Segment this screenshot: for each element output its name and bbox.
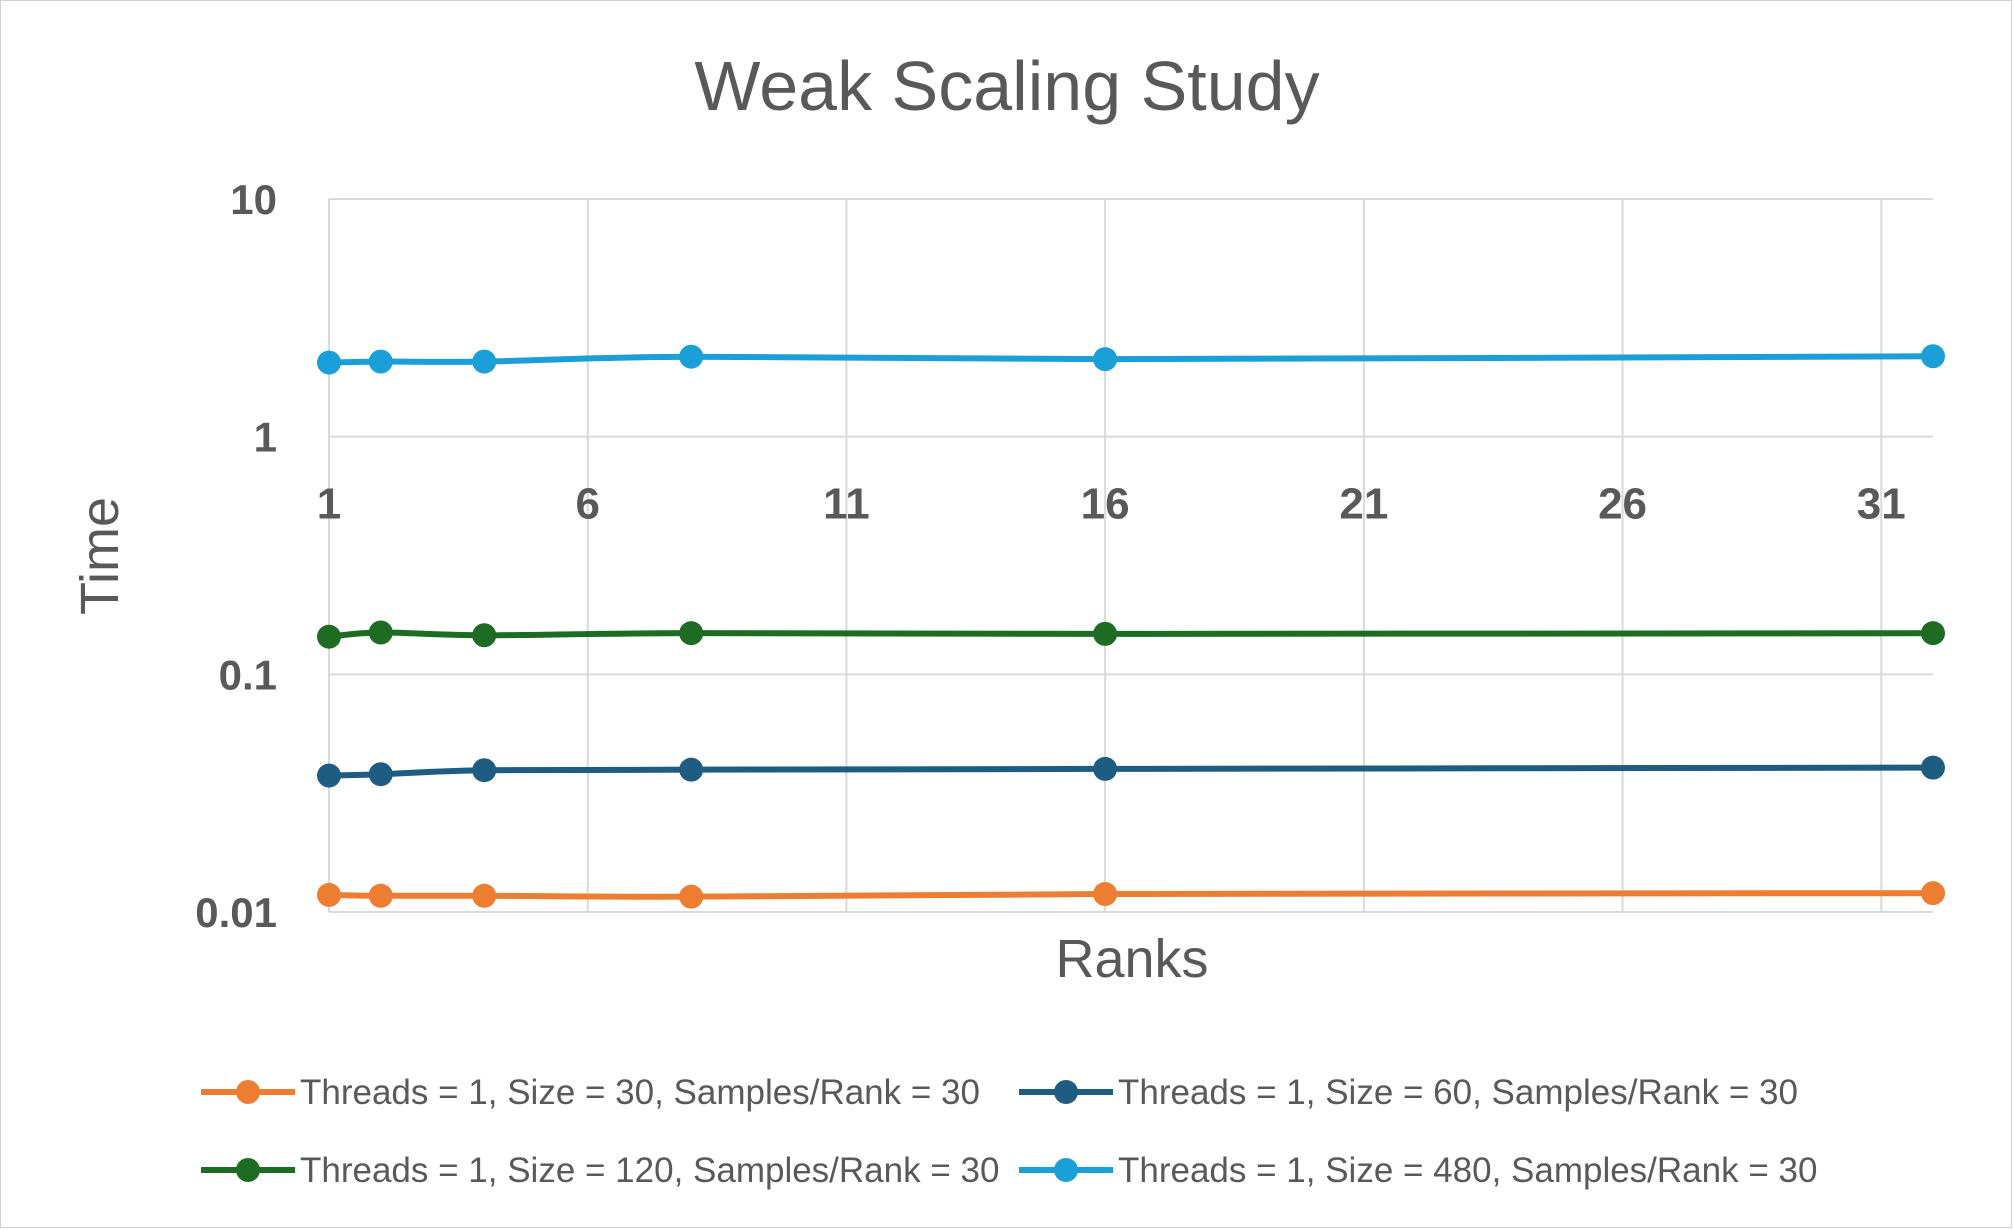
grid-lines xyxy=(328,198,1933,913)
y-tick-label: 0.1 xyxy=(219,651,277,698)
legend-marker xyxy=(236,1080,260,1104)
x-tick-label: 26 xyxy=(1598,480,1647,529)
legend-item: Threads = 1, Size = 120, Samples/Rank = … xyxy=(201,1151,999,1190)
legend-label: Threads = 1, Size = 60, Samples/Rank = 3… xyxy=(1118,1073,1798,1112)
data-point xyxy=(679,884,704,909)
x-tick-label: 6 xyxy=(575,480,599,529)
data-point xyxy=(317,882,341,907)
x-tick-label: 21 xyxy=(1339,480,1388,529)
y-tick-label: 0.01 xyxy=(195,889,277,936)
data-point xyxy=(679,621,704,646)
chart-title: Weak Scaling Study xyxy=(694,47,1319,125)
data-point xyxy=(472,349,497,374)
legend-label: Threads = 1, Size = 120, Samples/Rank = … xyxy=(300,1151,999,1190)
legend-marker xyxy=(1054,1158,1078,1182)
data-point xyxy=(317,763,341,788)
data-point xyxy=(1093,621,1118,646)
data-point xyxy=(368,620,393,645)
y-tick-label: 1 xyxy=(254,414,277,461)
legend-item: Threads = 1, Size = 480, Samples/Rank = … xyxy=(1019,1151,1817,1190)
legend-item: Threads = 1, Size = 30, Samples/Rank = 3… xyxy=(201,1073,980,1112)
data-point xyxy=(368,762,393,787)
legend-item: Threads = 1, Size = 60, Samples/Rank = 3… xyxy=(1019,1073,1798,1112)
x-tick-label: 1 xyxy=(317,480,341,529)
data-point xyxy=(679,757,704,782)
data-point xyxy=(1093,756,1118,781)
data-point xyxy=(1921,344,1945,369)
series-line-4 xyxy=(326,353,1936,366)
legend-label: Threads = 1, Size = 30, Samples/Rank = 3… xyxy=(300,1073,980,1112)
legend-marker xyxy=(236,1158,260,1182)
data-point xyxy=(472,883,497,908)
data-point xyxy=(317,350,341,375)
data-point xyxy=(472,758,497,783)
series-line-1 xyxy=(326,890,1936,900)
y-axis-title: Time xyxy=(70,497,130,615)
legend-label: Threads = 1, Size = 480, Samples/Rank = … xyxy=(1118,1151,1817,1190)
legend-marker xyxy=(1054,1080,1078,1104)
series-line-2 xyxy=(326,764,1936,779)
x-tick-label: 11 xyxy=(823,480,870,529)
data-point xyxy=(679,344,704,369)
data-point xyxy=(1921,881,1945,906)
series-line-3 xyxy=(326,629,1936,640)
legend: Threads = 1, Size = 30, Samples/Rank = 3… xyxy=(201,1073,1817,1190)
data-point xyxy=(1921,621,1945,646)
data-point xyxy=(472,623,497,648)
x-tick-label: 16 xyxy=(1081,480,1130,529)
data-point xyxy=(368,883,393,908)
x-axis-title: Ranks xyxy=(1055,929,1208,989)
data-point xyxy=(317,624,341,649)
data-point xyxy=(1921,755,1945,780)
y-tick-label: 10 xyxy=(230,176,277,223)
data-point xyxy=(1093,882,1118,907)
x-tick-label: 31 xyxy=(1857,480,1906,529)
data-point xyxy=(368,349,393,374)
series-layer xyxy=(317,344,1945,909)
data-point xyxy=(1093,347,1118,372)
